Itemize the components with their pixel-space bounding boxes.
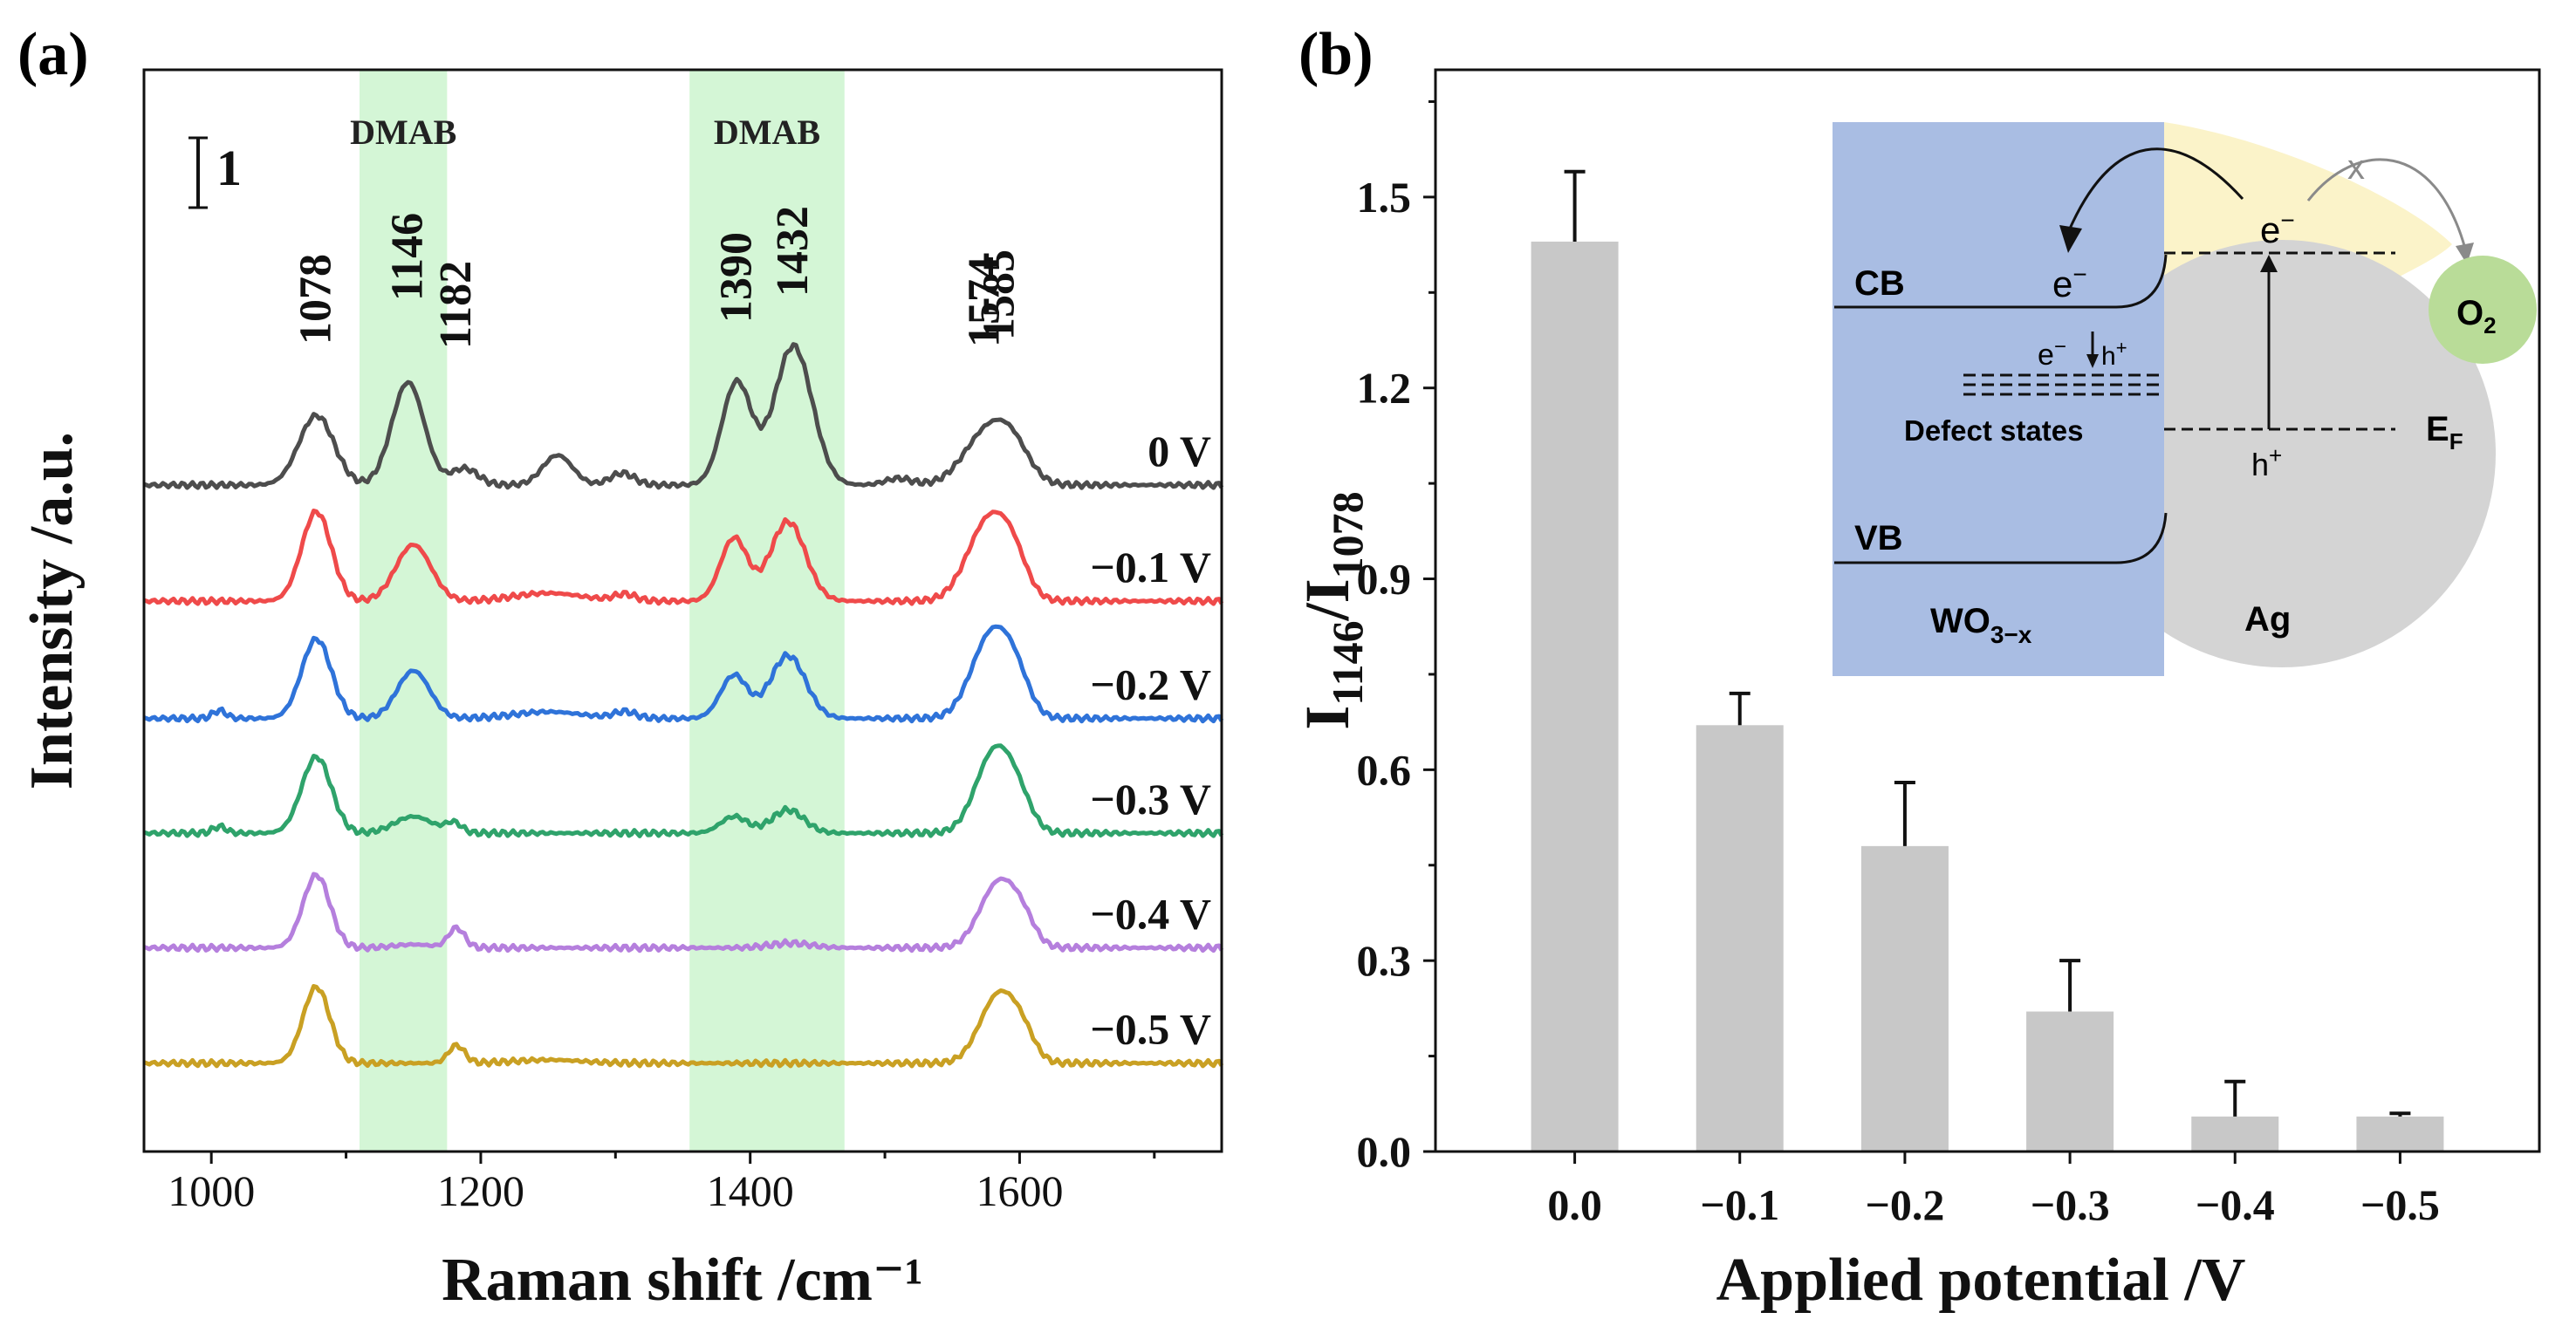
defect-arrow-head [2086, 354, 2099, 368]
hot-electron-label: e− [2260, 207, 2295, 250]
x-tick-label: 0.0 [1547, 1180, 1602, 1229]
panel-a-label: (a) [17, 21, 89, 88]
transfer-arrow-head [2059, 225, 2082, 253]
defect-electron-label: e− [2038, 335, 2066, 372]
x-tick-label: 1200 [437, 1166, 524, 1215]
bar [2026, 1011, 2114, 1152]
panel-b-label: (b) [1298, 21, 1374, 88]
cb-label: CB [1854, 264, 1905, 303]
x-axis-title-b: Applied potential /V [1716, 1247, 2246, 1314]
electron-cb-label: e− [2052, 261, 2087, 304]
x-tick-label: 1600 [976, 1166, 1063, 1215]
spectrum-line [143, 743, 1224, 838]
dmab-band [689, 70, 845, 1152]
series-label: −0.4 V [1090, 889, 1211, 938]
spectrum-line [143, 342, 1224, 490]
oxygen-molecule [2429, 256, 2537, 364]
peak-label: 1585 [974, 249, 1024, 340]
spectrum-line [143, 984, 1224, 1069]
spectrum-line [143, 871, 1224, 953]
ag-particle [2068, 240, 2496, 667]
raman-spectra [143, 342, 1224, 1069]
y-axis-title-a: Intensity /a.u. [18, 432, 86, 789]
peak-label: 1146 [383, 213, 433, 301]
plot-frame-a [142, 68, 1223, 1153]
blocked-arrow [2306, 158, 2467, 249]
bar [2356, 1116, 2444, 1152]
peak-label: 1390 [711, 232, 761, 323]
x-tick-label: 1400 [707, 1166, 794, 1215]
bar [1531, 241, 1619, 1152]
x-tick-label: −0.1 [1700, 1180, 1779, 1229]
dmab-band-label: DMAB [714, 113, 820, 152]
fermi-label: EF [2426, 410, 2463, 455]
peak-label: 1182 [431, 261, 481, 349]
defect-states-label: Defect states [1904, 414, 2083, 447]
x-axis-title-a: Raman shift /cm⁻¹ [442, 1247, 923, 1314]
x-tick-label: −0.4 [2196, 1180, 2275, 1229]
cb-edge [1834, 254, 2168, 309]
scale-bar-label: 1 [216, 140, 242, 196]
peak-label: 1432 [768, 206, 818, 297]
wo3-label: WO3−x [1930, 602, 2032, 648]
dmab-band [360, 70, 448, 1152]
axes-b: 0.0 0.3 0.6 0.9 1.2 1.5 0.0 −0.1 −0.2 −0.3 −0.4 −0.… [1357, 99, 2440, 1229]
transfer-arrow [2068, 147, 2244, 229]
y-axis-title-b: I1146/I1078 [1292, 491, 1372, 729]
series-label: −0.2 V [1090, 660, 1211, 709]
panel-b: (b) [1292, 21, 2541, 1314]
bar [2191, 1116, 2279, 1152]
plot-frame-b [1434, 68, 2541, 1153]
bars [1531, 169, 2444, 1152]
x-tick-label: −0.2 [1865, 1180, 1944, 1229]
y-tick-label: 1.2 [1357, 364, 1412, 413]
metal-hole-label: h+ [2251, 442, 2282, 482]
defect-hole-label: h+ [2101, 337, 2127, 371]
blocked-mark: x [2347, 148, 2365, 187]
bar [1860, 845, 1949, 1152]
oxygen-label: O2 [2456, 294, 2497, 338]
blocked-arrow-head [2456, 243, 2474, 264]
vb-label: VB [1854, 519, 1903, 557]
wo3-block [1833, 122, 2164, 676]
spectrum-line [143, 509, 1224, 606]
band-diagram-inset: CB VB Defect states WO3−x Ag e− e− e− h+… [1833, 122, 2537, 676]
vb-edge [1834, 512, 2168, 564]
x-tick-label: −0.3 [2031, 1180, 2110, 1229]
series-labels: 0 V −0.1 V −0.2 V −0.3 V −0.4 V −0.5 V [1090, 427, 1211, 1054]
series-label: −0.3 V [1090, 775, 1211, 824]
y-tick-label: 0.6 [1357, 745, 1412, 794]
series-label: −0.5 V [1090, 1005, 1211, 1054]
peak-label: 1574 [959, 256, 1009, 347]
series-label: −0.1 V [1090, 543, 1211, 591]
x-tick-label: −0.5 [2360, 1180, 2440, 1229]
panel-a: (a) DMAB DMAB 1000 1200 1400 1600 1 1078 1146… [17, 21, 1224, 1314]
y-tick-label: 0.3 [1357, 936, 1412, 985]
dmab-bands: DMAB DMAB [350, 70, 845, 1152]
y-tick-label: 0.9 [1357, 555, 1412, 604]
y-tick-label: 1.5 [1357, 173, 1412, 222]
spectrum-line [143, 624, 1224, 724]
dmab-band-label: DMAB [350, 113, 456, 152]
peak-label: 1078 [291, 254, 341, 345]
excitation-arrow-head [2260, 255, 2278, 272]
series-label: 0 V [1148, 427, 1211, 475]
x-axis-a: 1000 1200 1400 1600 [168, 1152, 1156, 1215]
ag-label: Ag [2244, 600, 2291, 639]
y-tick-label: 0.0 [1357, 1127, 1412, 1176]
x-tick-label: 1000 [168, 1166, 255, 1215]
bar [1696, 725, 1784, 1152]
